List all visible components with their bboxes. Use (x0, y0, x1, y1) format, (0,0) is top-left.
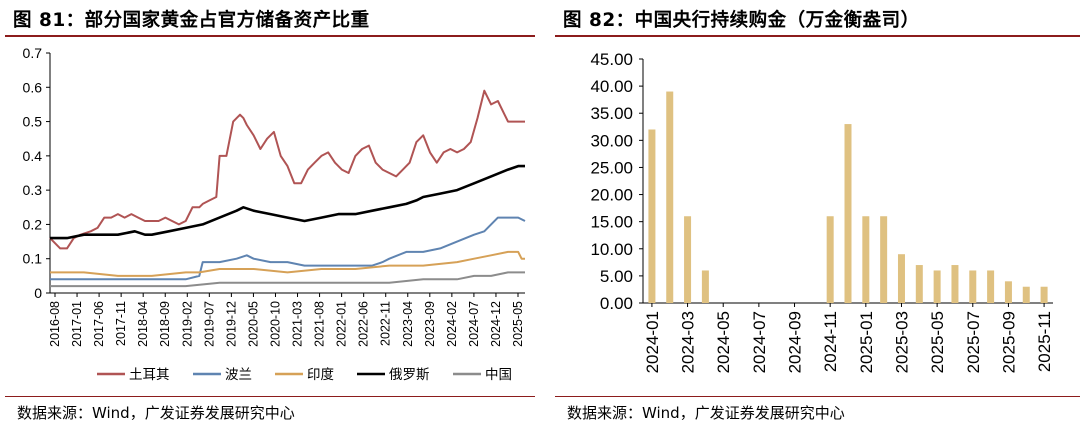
x-tick-label: 2024-03 (679, 311, 698, 373)
x-tick-label: 2019-07 (202, 301, 216, 347)
bar-2024-12 (844, 124, 852, 303)
bar-2025-04 (915, 265, 923, 303)
x-tick-label: 2018-09 (158, 301, 172, 347)
bar-2025-03 (897, 254, 905, 303)
x-tick-label: 2025-05 (928, 311, 947, 373)
y-tick-label: 15.00 (590, 213, 633, 232)
bar-chart: 0.00 5.00 10.00 15.00 20.00 25.00 30.00 35.00 40… (590, 50, 1054, 373)
y-tick-label: 40.00 (590, 77, 633, 96)
figure-82-panel: 图 82：中国央行持续购金（万金衡盎司） 0.00 5.00 10.00 15.00 2… (555, 0, 1080, 427)
bar-2025-09 (1004, 281, 1012, 303)
x-tick-label: 2022-06 (357, 301, 371, 347)
figure-82-title: 图 82：中国央行持续购金（万金衡盎司） (563, 10, 920, 31)
figure-81-panel: 图 81：部分国家黄金占官方储备资产比重 0 0.1 0.2 0.3 0.4 0.5 0.6… (5, 0, 535, 427)
x-tick-label: 2024-11 (821, 311, 840, 372)
bottom-rule (5, 396, 535, 397)
bottom-rule (555, 396, 1080, 397)
y-tick-label: 45.00 (590, 50, 633, 69)
bar-2025-06 (951, 265, 959, 303)
bar-2025-10 (1022, 286, 1030, 303)
x-tick-label: 2024-09 (786, 311, 805, 373)
x-tick-label: 2022-11 (379, 301, 393, 346)
bar-2024-04 (701, 270, 709, 303)
y-tick-label: 10.00 (590, 240, 633, 259)
x-tick-label: 2017-01 (70, 301, 84, 347)
bar-2025-08 (987, 270, 995, 303)
legend-label: 俄罗斯 (389, 367, 430, 382)
series-line-中国 (50, 271, 525, 288)
y-tick-label: 25.00 (590, 158, 633, 177)
title-rule (5, 35, 535, 37)
x-tick-label: 2022-01 (335, 301, 349, 347)
figure-81-source: 数据来源：Wind，广发证券发展研究中心 (17, 404, 295, 422)
bar-2025-05 (933, 270, 941, 303)
y-tick-label: 0 (34, 285, 42, 301)
x-tick-label: 2025-03 (892, 311, 911, 373)
y-tick-label: 30.00 (590, 131, 633, 150)
bar-2024-02 (666, 91, 674, 304)
y-tick-label: 0.1 (23, 251, 43, 267)
x-tick-label: 2017-06 (92, 301, 106, 347)
x-tick-label: 2024-02 (445, 301, 459, 347)
series-line-俄罗斯 (50, 164, 525, 240)
line-chart: 0 0.1 0.2 0.3 0.4 0.5 0.6 0.7 2016-08 2017-01 2017… (23, 45, 526, 382)
series-line-波兰 (50, 216, 526, 281)
y-tick-label: 0.7 (23, 45, 43, 61)
x-tick-label: 2021-03 (291, 301, 305, 347)
x-tick-label: 2019-02 (180, 301, 194, 347)
y-tick-label: 0.4 (23, 148, 43, 164)
series-line-印度 (50, 250, 525, 277)
bar-2024-11 (826, 216, 834, 303)
y-tick-label: 20.00 (590, 186, 633, 205)
bar-2025-01 (862, 216, 870, 303)
x-tick-label: 2024-01 (643, 311, 662, 373)
x-tick-label: 2020-05 (246, 301, 260, 347)
x-tick-label: 2024-07 (750, 311, 769, 373)
y-tick-label: 0.5 (23, 114, 43, 130)
legend-label: 土耳其 (129, 367, 170, 382)
x-tick-label: 2024-12 (489, 301, 503, 347)
y-tick-label: 35.00 (590, 104, 633, 123)
figure-82-source: 数据来源：Wind，广发证券发展研究中心 (567, 404, 845, 422)
title-rule (555, 35, 1080, 37)
bar-2024-01 (648, 129, 656, 303)
figure-81-title: 图 81：部分国家黄金占官方储备资产比重 (13, 10, 370, 31)
x-tick-label: 2025-09 (999, 311, 1018, 373)
x-tick-label: 2025-05 (511, 301, 525, 347)
x-tick-label: 2017-11 (114, 301, 128, 346)
x-tick-label: 2024-05 (714, 311, 733, 373)
y-tick-label: 0.2 (23, 216, 43, 232)
x-tick-label: 2023-09 (423, 301, 437, 347)
x-tick-label: 2020-10 (268, 301, 282, 347)
series-line-土耳其 (49, 89, 525, 250)
x-tick-label: 2023-04 (401, 301, 415, 347)
x-tick-label: 2024-07 (467, 301, 481, 347)
bar-2025-11 (1040, 286, 1048, 303)
x-tick-label: 2018-04 (136, 301, 150, 347)
y-tick-label: 0.00 (600, 294, 633, 313)
legend-label: 印度 (307, 367, 334, 382)
y-tick-label: 5.00 (600, 267, 633, 286)
x-tick-label: 2025-07 (964, 311, 983, 373)
x-tick-label: 2025-11 (1035, 311, 1054, 372)
x-tick-label: 2016-08 (48, 301, 62, 347)
bar-2025-02 (880, 216, 888, 303)
y-tick-label: 0.6 (23, 79, 43, 95)
x-tick-label: 2019-12 (224, 301, 238, 347)
legend-label: 波兰 (225, 367, 252, 382)
x-tick-label: 2025-01 (857, 311, 876, 373)
legend-label: 中国 (485, 367, 512, 382)
bar-2024-03 (684, 216, 692, 303)
bar-2025-07 (969, 270, 977, 303)
x-tick-label: 2021-08 (313, 301, 327, 347)
y-tick-label: 0.3 (23, 182, 43, 198)
